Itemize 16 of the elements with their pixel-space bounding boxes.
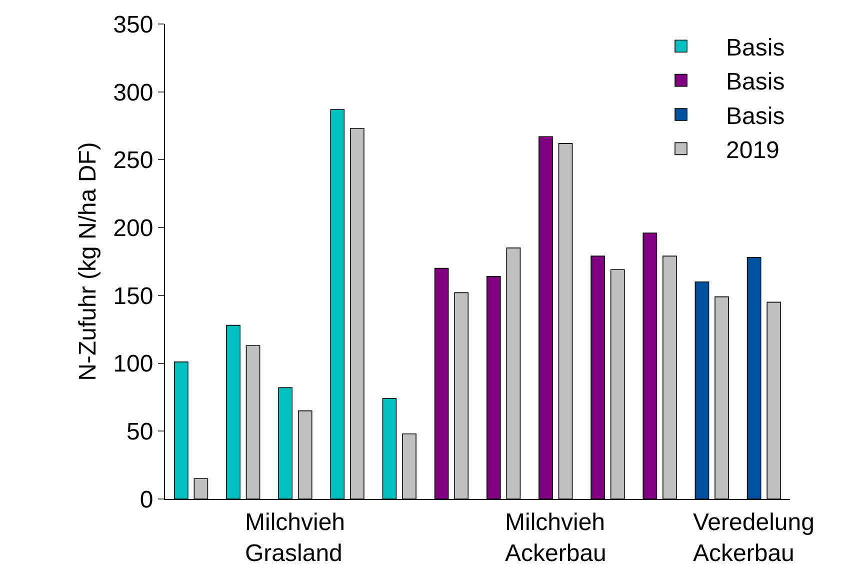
text: Milchvieh Grasland <box>245 509 346 568</box>
y-tick-label: 150 <box>113 282 154 310</box>
y-tick-label: 100 <box>113 350 154 378</box>
y-tick-label: 200 <box>113 214 154 242</box>
text: Veredelung Ackerbau <box>693 509 814 568</box>
legend-label: Basis <box>726 34 785 62</box>
legend-label: 2019 <box>726 137 780 164</box>
legend-label: Basis <box>726 68 785 96</box>
y-axis-title: N-Zufuhr (kg N/ha DF) <box>74 142 102 381</box>
legend-label: Basis <box>726 102 785 130</box>
y-tick-label: 250 <box>113 147 154 174</box>
y-tick-label: 0 <box>140 486 154 514</box>
y-tick-label: 50 <box>126 418 154 446</box>
y-tick-label: 350 <box>113 11 154 38</box>
y-tick-label: 300 <box>113 79 154 106</box>
text: Milchvieh Ackerbau <box>505 509 606 568</box>
